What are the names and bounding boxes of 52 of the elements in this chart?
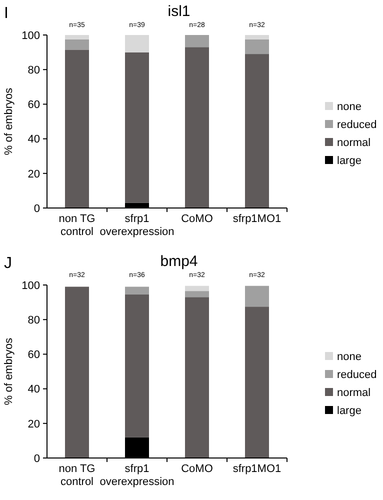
bar — [185, 291, 209, 298]
y-tick-label: 60 — [28, 99, 40, 112]
bar — [245, 39, 269, 54]
legend-label: none — [337, 350, 362, 363]
bar — [125, 286, 149, 295]
y-axis-title: % of embryos — [3, 337, 15, 406]
chart-title: bmp4 — [160, 253, 198, 270]
x-tick-label: non TG control — [58, 213, 96, 238]
x-tick-label: non TG control — [58, 463, 96, 488]
chart-title: isl1 — [168, 3, 190, 20]
bar — [125, 52, 149, 203]
legend-label: large — [337, 154, 362, 167]
bar — [125, 294, 149, 438]
y-axis-title: % of embryos — [3, 87, 15, 156]
y-tick-label: 100 — [22, 30, 40, 42]
y-tick-label: 20 — [28, 168, 40, 180]
bar — [245, 54, 269, 208]
text: I — [4, 5, 8, 22]
bar — [245, 35, 269, 40]
legend-label: normal — [337, 136, 371, 149]
bar — [245, 286, 269, 307]
y-tick-label: 40 — [28, 134, 40, 146]
y-tick-label: 0 — [34, 452, 40, 465]
x-tick-label: CoMO — [181, 213, 214, 225]
legend-label: large — [337, 404, 362, 417]
x-tick-label: CoMO — [181, 463, 214, 475]
x-tick-label: sfrp1 overexpression — [100, 463, 174, 488]
legend-label: none — [337, 100, 362, 113]
y-tick-label: 40 — [28, 384, 40, 396]
y-tick-label: 100 — [22, 280, 40, 292]
bar — [185, 297, 209, 458]
bar — [65, 39, 89, 50]
y-tick-label: 80 — [28, 64, 40, 76]
y-tick-label: 60 — [28, 349, 40, 362]
bar — [125, 35, 149, 52]
x-tick-label: sfrp1MO1 — [232, 463, 282, 475]
legend-label: reduced — [337, 118, 377, 131]
text: J — [4, 255, 12, 272]
legend-label: reduced — [337, 368, 377, 381]
bar — [65, 50, 89, 208]
bar — [185, 35, 209, 48]
legend-label: normal — [337, 386, 371, 399]
y-tick-label: 0 — [34, 202, 40, 215]
bar — [65, 286, 89, 458]
bar — [185, 47, 209, 208]
x-tick-label: sfrp1MO1 — [232, 213, 282, 225]
bar — [245, 306, 269, 458]
bar — [65, 35, 89, 40]
y-tick-label: 20 — [28, 418, 40, 430]
y-tick-label: 80 — [28, 314, 40, 326]
bar — [185, 286, 209, 292]
x-tick-label: sfrp1 overexpression — [100, 213, 174, 238]
